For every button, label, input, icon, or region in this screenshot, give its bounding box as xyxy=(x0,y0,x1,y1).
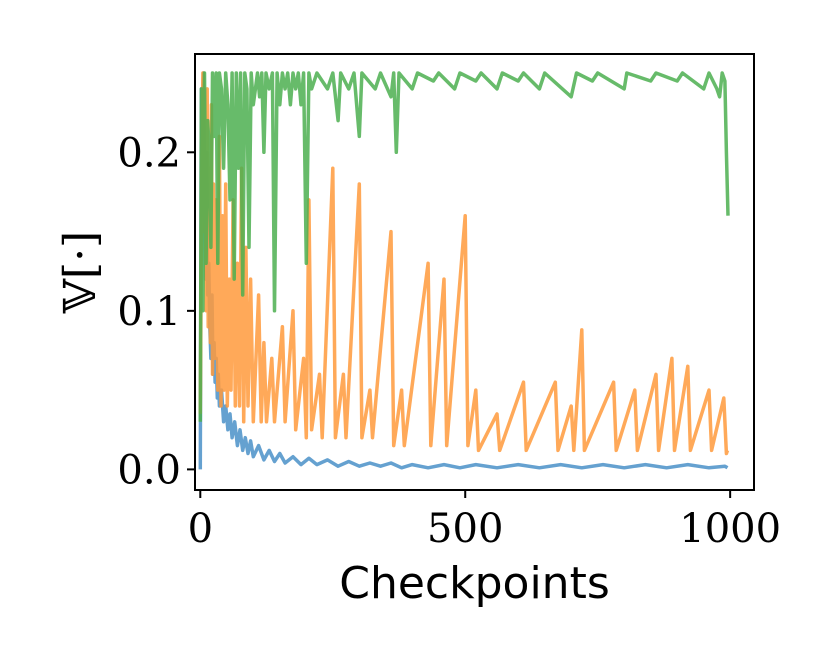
x-axis-label: Checkpoints xyxy=(339,558,610,609)
y-tick-label: 0.1 xyxy=(117,289,181,335)
plot-area xyxy=(198,71,730,470)
y-axis-label: 𝕍[·] xyxy=(55,231,106,314)
x-axis: 0 500 1000 xyxy=(188,490,781,552)
y-tick-label: 0.0 xyxy=(117,447,181,493)
series-line-3 xyxy=(198,71,730,422)
x-tick-label: 500 xyxy=(427,506,503,552)
series-line-2 xyxy=(198,71,730,456)
x-tick-label: 1000 xyxy=(679,506,781,552)
plot-frame xyxy=(194,53,755,491)
x-tick-label: 0 xyxy=(188,506,213,552)
y-tick-label: 0.2 xyxy=(117,130,181,176)
y-axis: 0.0 0.1 0.2 xyxy=(117,130,195,493)
